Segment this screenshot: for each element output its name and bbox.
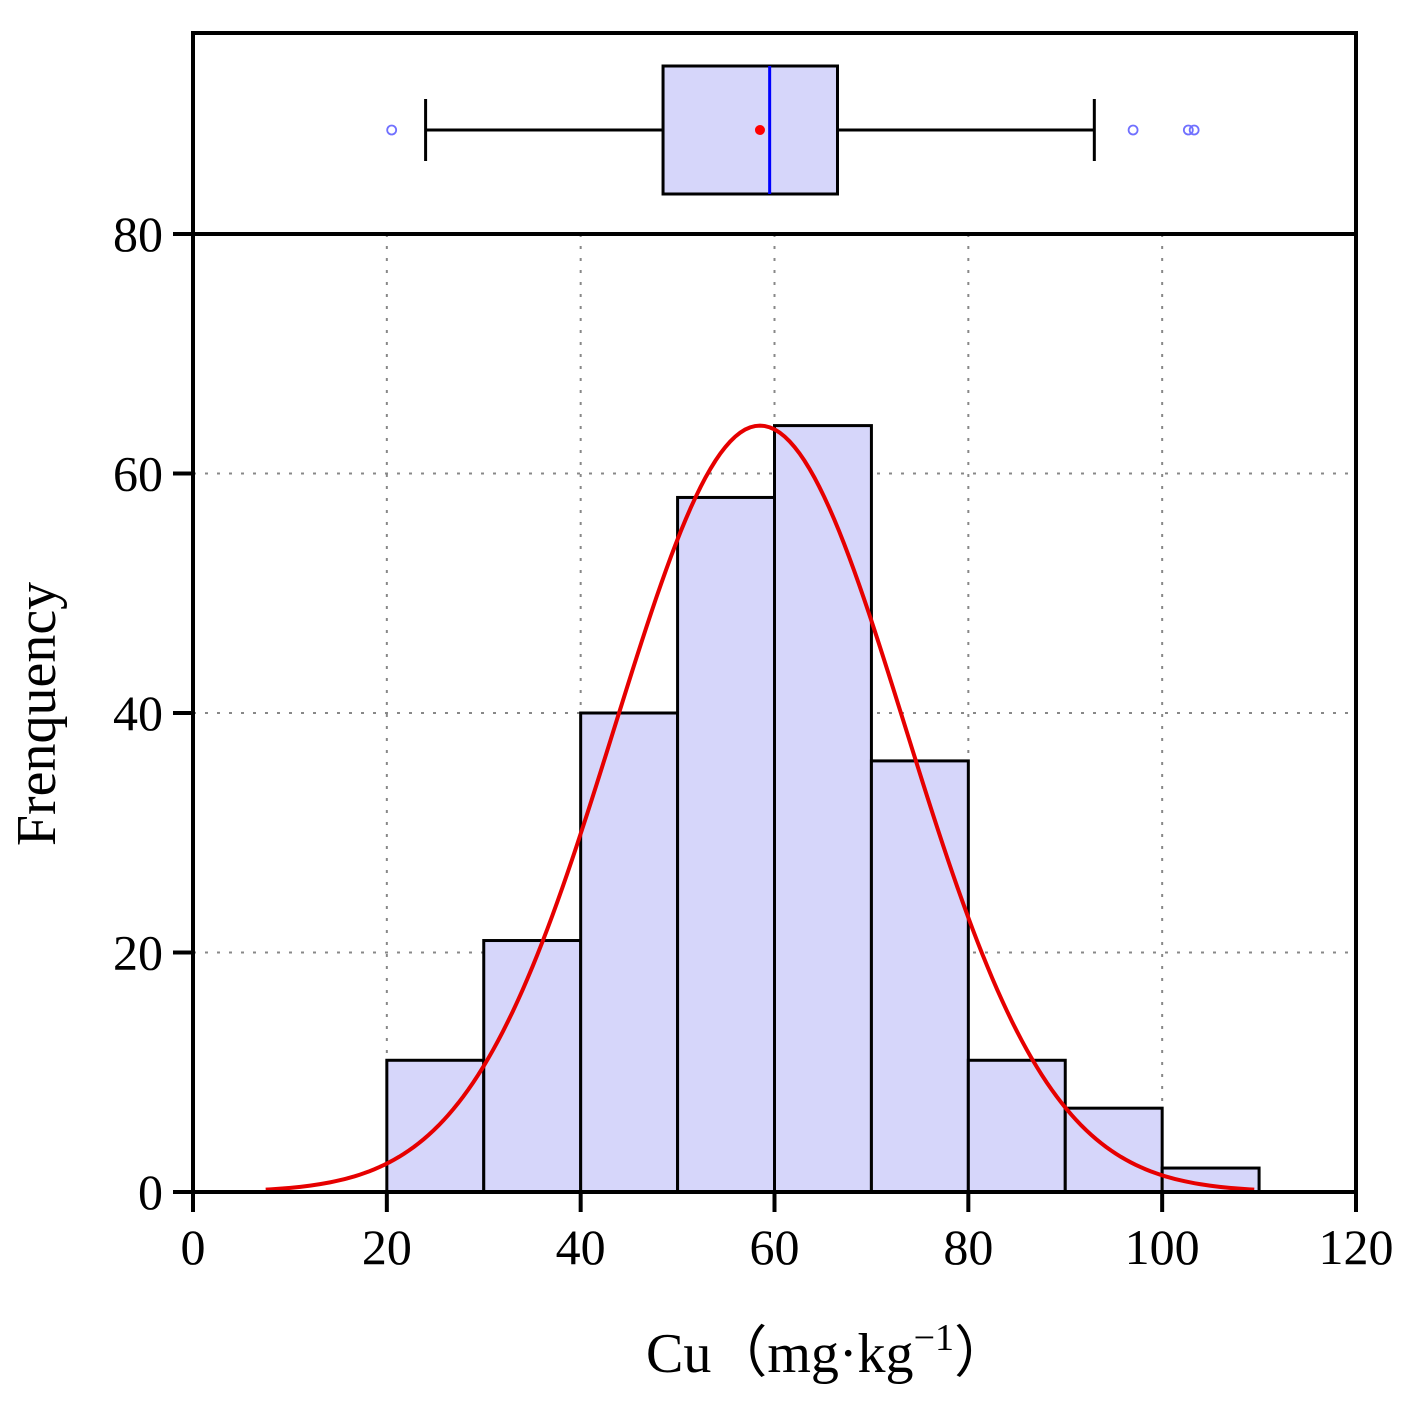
x-tick-label: 60 xyxy=(750,1219,800,1275)
y-tick-label: 60 xyxy=(113,446,163,502)
x-axis-title: Cu（mg·kg−1） xyxy=(646,1317,1010,1385)
x-tick-label: 120 xyxy=(1319,1219,1394,1275)
histogram-bar xyxy=(579,711,680,1194)
histogram-bar xyxy=(773,424,873,1194)
tick-layer: 0 20 40 60 80 100 120 0 20 40 60 80 xyxy=(113,206,1394,1275)
histogram-bar xyxy=(869,759,970,1194)
bar-layer xyxy=(385,424,1261,1194)
x-tick-label: 40 xyxy=(556,1219,606,1275)
y-tick-label: 0 xyxy=(138,1164,163,1220)
normal-fit-curve xyxy=(265,423,1255,1192)
x-tick-label: 80 xyxy=(943,1219,993,1275)
x-axis-label-unit: （mg·kg xyxy=(711,1323,913,1385)
y-tick-label: 20 xyxy=(113,925,163,981)
grid-layer xyxy=(193,234,1356,1192)
y-tick-label: 80 xyxy=(113,206,163,262)
x-tick-label: 100 xyxy=(1125,1219,1200,1275)
y-axis-title: Frenquency xyxy=(6,582,68,846)
histogram-bar xyxy=(482,939,583,1194)
x-tick-label: 20 xyxy=(362,1219,412,1275)
boxplot-outlier xyxy=(1127,124,1139,136)
boxplot-outlier xyxy=(386,124,398,136)
y-tick-label: 40 xyxy=(113,685,163,741)
boxplot-box xyxy=(661,64,839,196)
boxplot-outlier xyxy=(1188,124,1200,136)
x-tick-label: 0 xyxy=(181,1219,206,1275)
histogram-bar xyxy=(676,495,776,1194)
x-axis-label-unit-close: ） xyxy=(954,1323,1010,1385)
x-axis-label-unit-exponent: −1 xyxy=(914,1317,954,1359)
histogram-bar xyxy=(966,1058,1067,1194)
x-axis-label-main: Cu xyxy=(646,1323,711,1385)
boxplot-mean-marker xyxy=(754,125,765,135)
boxplot-layer xyxy=(386,64,1200,196)
boxplot-outlier xyxy=(1182,124,1194,136)
